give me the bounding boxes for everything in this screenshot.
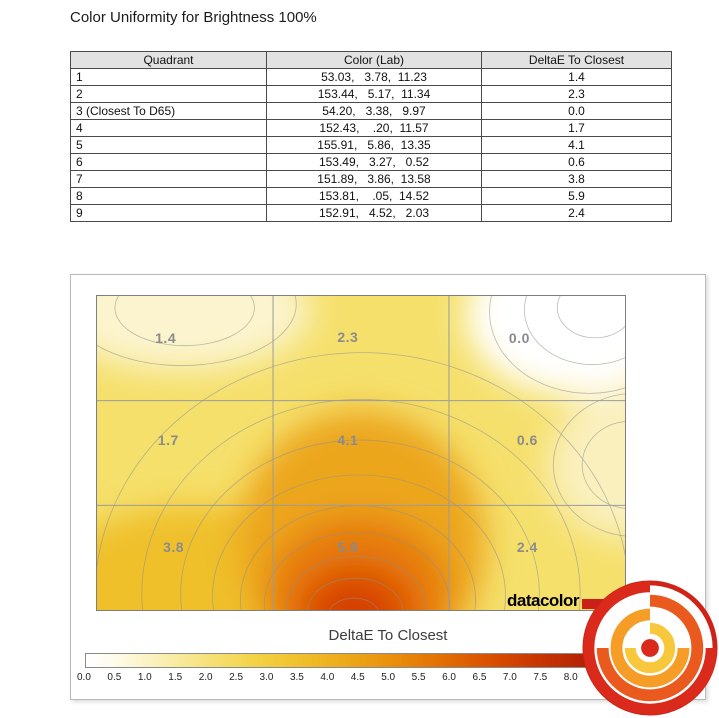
table-row: 2 153.44, 5.17, 11.34 2.3 [70, 85, 672, 103]
lab-cell: 151.89, 3.86, 13.58 [266, 170, 482, 188]
colorbar-tick-label: 5.5 [411, 672, 426, 683]
lab-cell: 153.44, 5.17, 11.34 [266, 85, 482, 103]
col-header-deltae: DeltaE To Closest [481, 51, 672, 69]
colorbar-tick-label: 3.5 [289, 672, 304, 683]
quadrant-cell: 2 [70, 85, 267, 103]
kitguru-swirl-logo [581, 579, 719, 717]
colorbar-tick-label: 7.5 [533, 672, 548, 683]
quadrant-cell: 5 [70, 136, 267, 154]
lab-cell: 152.91, 4.52, 2.03 [266, 204, 482, 222]
lab-cell: 54.20, 3.38, 9.97 [266, 102, 482, 120]
colorbar-tick-label: 0.5 [107, 672, 122, 683]
quadrant-cell: 7 [70, 170, 267, 188]
delta-cell: 4.1 [481, 136, 672, 154]
datacolor-logo-text: datacolor [507, 591, 580, 610]
quadrant-cell: 3 (Closest To D65) [70, 102, 267, 120]
quadrant-cell: 8 [70, 187, 267, 205]
colorbar-tick-label: 5.0 [381, 672, 396, 683]
contour-field [97, 296, 625, 610]
delta-cell: 2.4 [481, 204, 672, 222]
chart-title: DeltaE To Closest [328, 627, 448, 644]
uniformity-chart-panel: 1.4 2.3 0.0 1.7 4.1 0.6 3.8 5.9 2.4 data… [70, 274, 706, 700]
col-header-color-lab: Color (Lab) [266, 51, 482, 69]
contour-plot: 1.4 2.3 0.0 1.7 4.1 0.6 3.8 5.9 2.4 [96, 295, 626, 611]
colorbar-tick-label: 1.0 [137, 672, 152, 683]
colorbar-tick-label: 2.5 [229, 672, 244, 683]
delta-cell: 0.6 [481, 153, 672, 171]
lab-cell: 53.03, 3.78, 11.23 [266, 68, 482, 86]
delta-cell: 5.9 [481, 187, 672, 205]
table-row: 6 153.49, 3.27, 0.52 0.6 [70, 153, 672, 171]
colorbar-tick-label: 3.0 [259, 672, 274, 683]
colorbar-tick-label: 4.0 [320, 672, 335, 683]
delta-cell: 1.7 [481, 119, 672, 137]
colorbar-tick-label: 4.5 [350, 672, 365, 683]
quadrant-cell: 9 [70, 204, 267, 222]
table-row: 5 155.91, 5.86, 13.35 4.1 [70, 136, 672, 154]
lab-cell: 153.81, .05, 14.52 [266, 187, 482, 205]
colorbar-tick-label: 2.0 [198, 672, 213, 683]
quadrant-cell: 4 [70, 119, 267, 137]
colorbar-tick-label: 1.5 [168, 672, 183, 683]
col-header-quadrant: Quadrant [70, 51, 267, 69]
delta-cell: 2.3 [481, 85, 672, 103]
table-row: 4 152.43, .20, 11.57 1.7 [70, 119, 672, 137]
colorbar-tick-label: 7.0 [502, 672, 517, 683]
colorbar-tick-label: 6.5 [472, 672, 487, 683]
delta-cell: 3.8 [481, 170, 672, 188]
colorbar-tick-label: 0.0 [77, 672, 91, 683]
uniformity-table: Quadrant Color (Lab) DeltaE To Closest 1… [70, 51, 672, 222]
delta-cell: 0.0 [481, 102, 672, 120]
colorbar-tick-label: 8.0 [563, 672, 578, 683]
delta-cell: 1.4 [481, 68, 672, 86]
lab-cell: 153.49, 3.27, 0.52 [266, 153, 482, 171]
swirl-icon [582, 580, 718, 716]
table-row: 3 (Closest To D65) 54.20, 3.38, 9.97 0.0 [70, 102, 672, 120]
page-title: Color Uniformity for Brightness 100% [70, 9, 317, 26]
quadrant-cell: 6 [70, 153, 267, 171]
table-row: 8 153.81, .05, 14.52 5.9 [70, 187, 672, 205]
table-header-row: Quadrant Color (Lab) DeltaE To Closest [70, 51, 672, 69]
colorbar-tick-label: 6.0 [442, 672, 456, 683]
quadrant-cell: 1 [70, 68, 267, 86]
lab-cell: 155.91, 5.86, 13.35 [266, 136, 482, 154]
table-row: 1 53.03, 3.78, 11.23 1.4 [70, 68, 672, 86]
table-row: 7 151.89, 3.86, 13.58 3.8 [70, 170, 672, 188]
lab-cell: 152.43, .20, 11.57 [266, 119, 482, 137]
table-row: 9 152.91, 4.52, 2.03 2.4 [70, 204, 672, 222]
